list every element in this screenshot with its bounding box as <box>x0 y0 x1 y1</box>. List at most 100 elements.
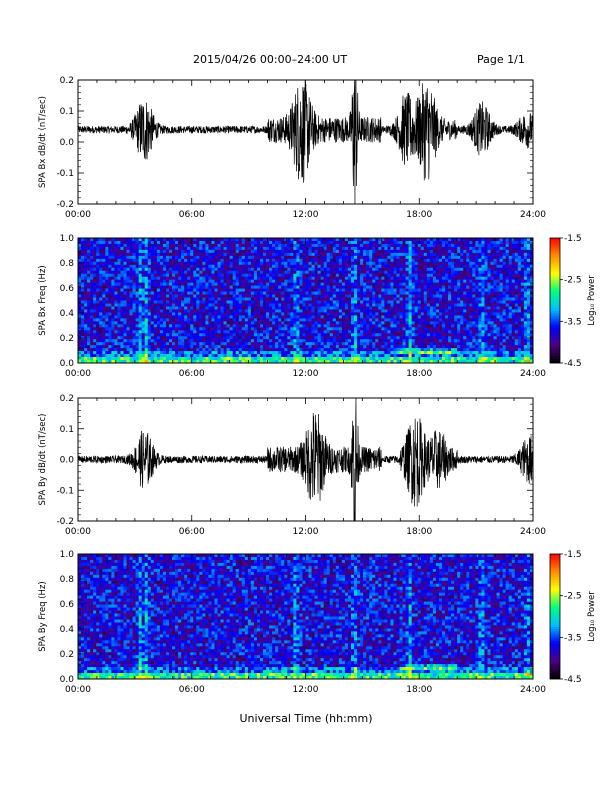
spectrogram-cell <box>123 243 127 248</box>
spectrogram-cell <box>326 330 331 334</box>
spectrogram-cell <box>187 309 191 313</box>
spectrogram-cell <box>247 282 252 286</box>
spectrogram-cell <box>208 249 212 254</box>
spectrogram-cell <box>220 252 224 257</box>
spectrogram-cell <box>423 318 428 322</box>
spectrogram-cell <box>293 270 297 275</box>
spectrogram-cell <box>114 354 118 358</box>
spectrogram-cell <box>341 276 346 280</box>
spectrogram-cell <box>78 288 82 292</box>
spectrogram-cell <box>363 330 367 334</box>
spectrogram-cell <box>111 240 115 245</box>
spectrogram-cell <box>323 333 328 337</box>
spectrogram-cell <box>141 333 146 337</box>
spectrogram-cell <box>308 276 312 280</box>
spectrogram-cell <box>269 297 273 301</box>
spectrogram-cell <box>256 327 261 331</box>
spectrogram-cell <box>132 297 136 301</box>
spectrogram-cell <box>284 243 288 248</box>
spectrogram-cell <box>256 348 261 352</box>
spectrogram-cell <box>366 321 370 325</box>
spectrogram-cell <box>244 309 249 313</box>
spectrogram-cell <box>178 330 182 334</box>
spectrogram-cell <box>120 306 124 310</box>
spectrogram-cell <box>162 345 167 349</box>
spectrogram-cell <box>363 258 367 263</box>
spectrogram-cell <box>181 330 185 334</box>
spectrogram-cell <box>102 315 106 319</box>
spectrogram-cell <box>232 264 237 269</box>
spectrogram-cell <box>269 249 273 254</box>
spectrogram-cell <box>169 282 173 286</box>
spectrogram-cell <box>323 321 328 325</box>
spectrogram-cell <box>314 327 318 331</box>
spectrogram-cell <box>372 312 376 316</box>
spectrogram-cell <box>150 306 155 310</box>
spectrogram-cell <box>387 294 391 298</box>
spectrogram-cell <box>266 300 270 304</box>
spectrogram-cell <box>332 270 337 275</box>
spectrogram-cell <box>357 264 361 269</box>
spectrogram-cell <box>296 336 300 340</box>
spectrogram-cell <box>405 315 409 319</box>
spectrogram-cell <box>84 357 88 361</box>
spectrogram-cell <box>317 327 321 331</box>
spectrogram-cell <box>275 273 279 277</box>
spectrogram-cell <box>266 294 270 298</box>
spectrogram-cell <box>232 360 237 364</box>
spectrogram-cell <box>159 297 164 301</box>
spectrogram-cell <box>317 243 321 248</box>
spectrogram-cell <box>347 318 352 322</box>
spectrogram-cell <box>357 360 361 364</box>
spectrogram-cell <box>111 351 115 355</box>
spectrogram-cell <box>126 238 130 242</box>
spectrogram-cell <box>135 357 139 361</box>
spectrogram-cell <box>162 276 167 280</box>
spectrogram-cell <box>235 279 240 283</box>
spectrogram-cell <box>369 342 373 346</box>
spectrogram-cell <box>226 273 230 277</box>
spectrogram-cell <box>302 291 306 295</box>
spectrogram-cell <box>287 345 291 349</box>
spectrogram-cell <box>408 300 412 304</box>
spectrogram-cell <box>284 345 288 349</box>
spectrogram-cell <box>229 264 233 269</box>
spectrogram-cell <box>335 351 340 355</box>
spectrogram-cell <box>211 318 215 322</box>
spectrogram-cell <box>363 276 367 280</box>
spectrogram-cell <box>411 264 415 269</box>
spectrogram-cell <box>260 309 264 313</box>
spectrogram-cell <box>102 285 106 289</box>
spectrogram-cell <box>132 270 136 275</box>
spectrogram-cell <box>417 309 422 313</box>
spectrogram-cell <box>81 276 85 280</box>
spectrogram-cell <box>214 306 218 310</box>
spectrogram-cell <box>366 288 370 292</box>
spectrogram-cell <box>141 297 146 301</box>
spectrogram-cell <box>338 336 343 340</box>
spectrogram-cell <box>144 255 149 260</box>
spectrogram-cell <box>314 351 318 355</box>
spectrogram-cell <box>354 261 358 266</box>
spectrogram-cell <box>87 297 91 301</box>
spectrogram-cell <box>111 345 115 349</box>
spectrogram-cell <box>244 339 249 343</box>
spectrogram-cell <box>159 252 164 257</box>
spectrogram-cell <box>323 348 328 352</box>
spectrogram-cell <box>256 315 261 319</box>
spectrogram-cell <box>178 321 182 325</box>
spectrogram-cell <box>293 238 297 242</box>
spectrogram-cell <box>414 303 419 307</box>
spectrogram-cell <box>347 312 352 316</box>
spectrogram-cell <box>338 324 343 328</box>
spectrogram-cell <box>184 258 188 263</box>
spectrogram-cell <box>366 348 370 352</box>
spectrogram-cell <box>305 258 309 263</box>
spectrogram-cell <box>269 318 273 322</box>
spectrogram-cell <box>226 330 230 334</box>
spectrogram-cell <box>278 255 282 260</box>
spectrogram-cell <box>420 312 425 316</box>
spectrogram-cell <box>351 252 355 257</box>
spectrogram-cell <box>408 342 412 346</box>
spectrogram-cell <box>378 246 382 251</box>
